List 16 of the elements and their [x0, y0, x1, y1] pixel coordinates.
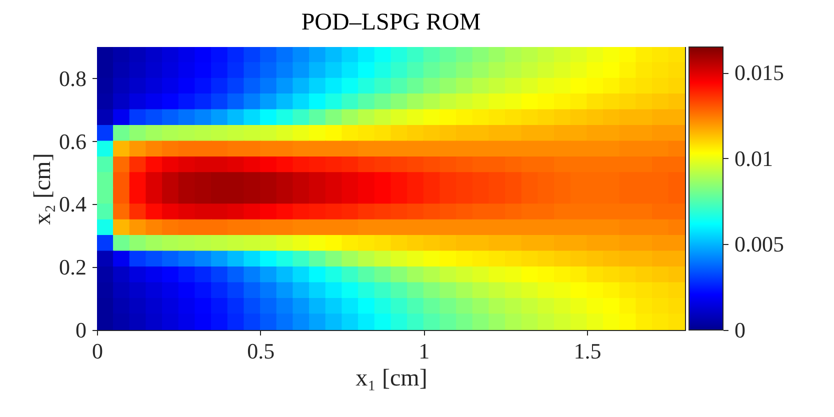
color-bar-label: 0: [734, 318, 746, 342]
x-tick-label: 1.5: [574, 338, 602, 364]
color-bar-label: 0.01: [734, 146, 773, 171]
y-tick-label: 0.2: [59, 254, 86, 280]
x-tick-label: 0: [92, 338, 103, 364]
color-bar-label: 0.005: [734, 232, 784, 257]
y-tick-label: 0: [76, 318, 86, 342]
y-axis-title: x₂ [cm]: [30, 153, 56, 225]
x-axis-title: x₁ [cm]: [356, 366, 428, 392]
chart-title: POD–LSPG ROM: [301, 10, 481, 36]
color-bar-label: 0.015: [734, 60, 784, 86]
x-tick-label: 1: [418, 338, 430, 364]
y-tick-label: 0.8: [59, 66, 86, 91]
y-tick-label: 0.4: [59, 192, 86, 217]
y-tick-label: 0.6: [59, 128, 86, 154]
x-tick-label: 0.5: [247, 338, 275, 364]
